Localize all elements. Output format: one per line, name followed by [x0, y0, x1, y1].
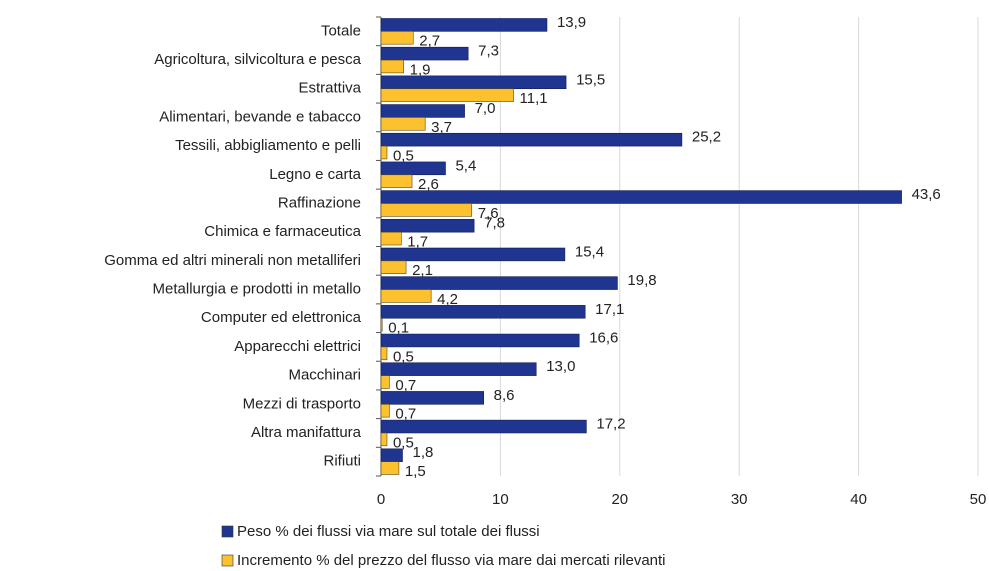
data-label: 1,7: [407, 234, 428, 251]
legend-swatch: [221, 554, 234, 567]
data-label: 13,9: [557, 14, 586, 31]
x-tick-label: 10: [492, 491, 509, 508]
category-label: Altra manifattura: [251, 424, 362, 441]
category-label: Chimica e farmaceutica: [204, 223, 361, 240]
bar: [380, 104, 465, 118]
category-label: Raffinazione: [278, 194, 361, 211]
bar: [380, 75, 567, 90]
bar: [380, 375, 390, 389]
data-label: 7,0: [475, 100, 496, 117]
bar: [380, 461, 400, 475]
bar: [380, 117, 426, 131]
bar: [380, 317, 383, 332]
data-label: 7,6: [478, 205, 499, 222]
bar: [380, 46, 469, 61]
data-label: 11,1: [520, 90, 548, 107]
category-label: Macchinari: [288, 367, 361, 384]
data-label: 0,5: [393, 434, 414, 451]
category-label: Legno e carta: [269, 166, 361, 183]
x-tick-label: 50: [970, 491, 987, 508]
data-label: 2,7: [419, 33, 440, 50]
bar: [380, 88, 514, 102]
bar: [380, 190, 902, 204]
bar: [380, 132, 683, 147]
x-tick-label: 0: [377, 491, 385, 508]
bar: [380, 219, 475, 233]
bar: [380, 203, 473, 217]
bar: [380, 448, 403, 462]
bar: [380, 59, 404, 74]
bar: [380, 161, 446, 176]
data-label: 15,5: [576, 71, 605, 88]
data-label: 3,7: [431, 119, 452, 136]
bar: [380, 391, 484, 405]
bar: [380, 305, 586, 319]
data-label: 15,4: [575, 243, 604, 260]
bar: [380, 362, 537, 376]
data-label: 7,3: [478, 43, 499, 60]
data-label: 1,8: [412, 444, 433, 461]
bar: [380, 276, 618, 290]
data-label: 8,6: [494, 387, 515, 404]
bar: [380, 333, 580, 348]
bar: [380, 231, 402, 246]
bar: [380, 174, 413, 188]
category-label: Computer ed elettronica: [201, 309, 362, 326]
data-label: 17,2: [596, 416, 625, 433]
category-label: Agricoltura, silvicoltura e pesca: [154, 51, 361, 68]
data-label: 4,2: [437, 291, 458, 308]
x-tick-label: 30: [731, 491, 748, 508]
category-label: Totale: [321, 22, 361, 39]
data-label: 5,4: [455, 157, 476, 174]
category-label: Metallurgia e prodotti in metallo: [153, 281, 361, 298]
data-label: 1,9: [410, 61, 431, 78]
category-label: Tessili, abbigliamento e pelli: [175, 137, 361, 154]
x-tick-label: 40: [850, 491, 867, 508]
data-label: 7,8: [484, 215, 505, 232]
bar: [380, 145, 388, 160]
data-label: 16,6: [589, 329, 618, 346]
legend-label: Peso % dei flussi via mare sul totale de…: [237, 523, 540, 540]
data-label: 2,1: [412, 262, 433, 279]
bar: [380, 31, 414, 45]
bar: [380, 432, 388, 447]
category-label: Mezzi di trasporto: [243, 395, 361, 412]
data-label: 0,7: [395, 377, 416, 394]
category-label: Rifiuti: [323, 453, 361, 470]
data-label: 0,1: [388, 320, 409, 337]
data-label: 0,7: [395, 406, 416, 423]
legend-label: Incremento % del prezzo del flusso via m…: [237, 552, 666, 569]
category-label: Estrattiva: [298, 80, 361, 97]
data-label: 19,8: [627, 272, 656, 289]
bar: [380, 403, 390, 418]
category-label: Alimentari, bevande e tabacco: [159, 108, 361, 125]
bar: [380, 247, 566, 262]
bar: [380, 289, 432, 303]
data-label: 17,1: [595, 301, 624, 318]
data-label: 43,6: [912, 186, 941, 203]
data-label: 0,5: [393, 147, 414, 164]
category-label: Apparecchi elettrici: [234, 338, 361, 355]
bar: [380, 419, 587, 434]
category-label: Gomma ed altri minerali non metalliferi: [104, 252, 361, 269]
x-tick-label: 20: [611, 491, 628, 508]
legend-swatch: [221, 525, 234, 538]
data-label: 13,0: [546, 358, 575, 375]
bar: [380, 18, 548, 32]
data-label: 25,2: [692, 129, 721, 146]
data-label: 0,5: [393, 348, 414, 365]
bar: [380, 260, 407, 274]
data-label: 2,6: [418, 176, 439, 193]
bar: [380, 346, 388, 361]
data-label: 1,5: [405, 463, 426, 480]
